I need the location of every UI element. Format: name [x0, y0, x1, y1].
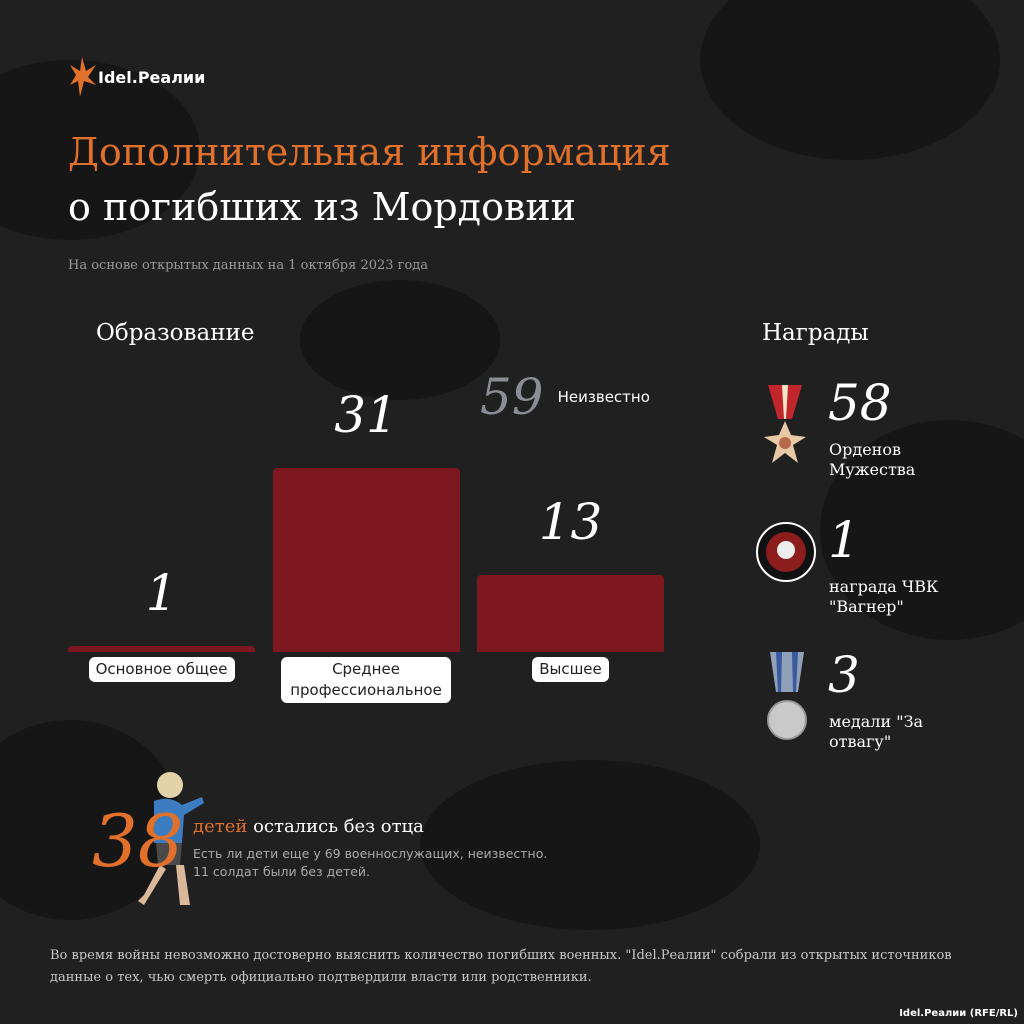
award-value: 1 [828, 511, 860, 569]
bar-chart: 1 Основное общее 31 Среднее профессионально… [68, 386, 664, 703]
x-tick-label: Высшее [532, 657, 609, 682]
chart-title: Образование [96, 320, 255, 346]
credit: Idel.Реалии (RFE/RL) [899, 1008, 1018, 1019]
awards-title: Награды [762, 320, 869, 346]
subtitle: На основе открытых данных на 1 октября 2… [68, 258, 429, 273]
award-value: 58 [828, 374, 892, 432]
children-word: детей [193, 816, 248, 837]
unknown-value: 59 [480, 368, 544, 426]
bar [477, 574, 664, 652]
footer-note: Во время войны невозможно достоверно выя… [50, 948, 952, 985]
award-label: медали "За отвагу" [829, 712, 924, 751]
award-value: 3 [828, 646, 860, 704]
children-note: Есть ли дети еще у 69 военнослужащих, не… [193, 845, 547, 881]
title: Дополнительная информация [68, 130, 671, 174]
medal-icon [767, 652, 807, 740]
unknown-group: 59 Неизвестно [480, 372, 650, 422]
children-headline: детей остались без отца [193, 816, 424, 837]
logo: Idel.Реалии [98, 68, 206, 87]
title: о погибших из Мордовии [68, 185, 577, 229]
background-blob [0, 60, 200, 240]
value-label: 1 [145, 564, 178, 623]
background-blob [420, 760, 760, 930]
child-figure [138, 772, 204, 905]
background-blob [700, 0, 1000, 160]
children-text: остались без отца [253, 816, 424, 837]
x-tick-label: Основное общее [88, 657, 235, 682]
bar [272, 468, 460, 652]
wagner-icon [756, 522, 816, 582]
children-note-line: 11 солдат были без детей. [193, 864, 371, 879]
children-note-line: Есть ли дети еще у 69 военнослужащих, не… [193, 846, 548, 861]
order-icon [764, 385, 806, 463]
x-tick-label: Среднее профессиональное [281, 657, 451, 703]
unknown-label: Неизвестно [557, 388, 650, 406]
background-blob [300, 280, 500, 400]
award-label: Орденов Мужества [829, 440, 916, 479]
logo-icon [70, 57, 96, 97]
children-value: 38 [92, 799, 184, 883]
value-label: 13 [538, 492, 603, 551]
award-label: награда ЧВК "Вагнер" [829, 577, 939, 616]
bar [68, 646, 255, 652]
background-blob [820, 420, 1024, 640]
value-label: 31 [334, 386, 398, 444]
